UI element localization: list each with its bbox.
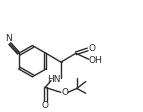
Text: •: • bbox=[60, 60, 64, 66]
Text: O: O bbox=[42, 101, 49, 110]
Text: O: O bbox=[61, 88, 68, 97]
Text: OH: OH bbox=[89, 56, 103, 65]
Text: HN: HN bbox=[47, 75, 61, 84]
Text: O: O bbox=[88, 44, 95, 53]
Text: N: N bbox=[5, 34, 12, 43]
